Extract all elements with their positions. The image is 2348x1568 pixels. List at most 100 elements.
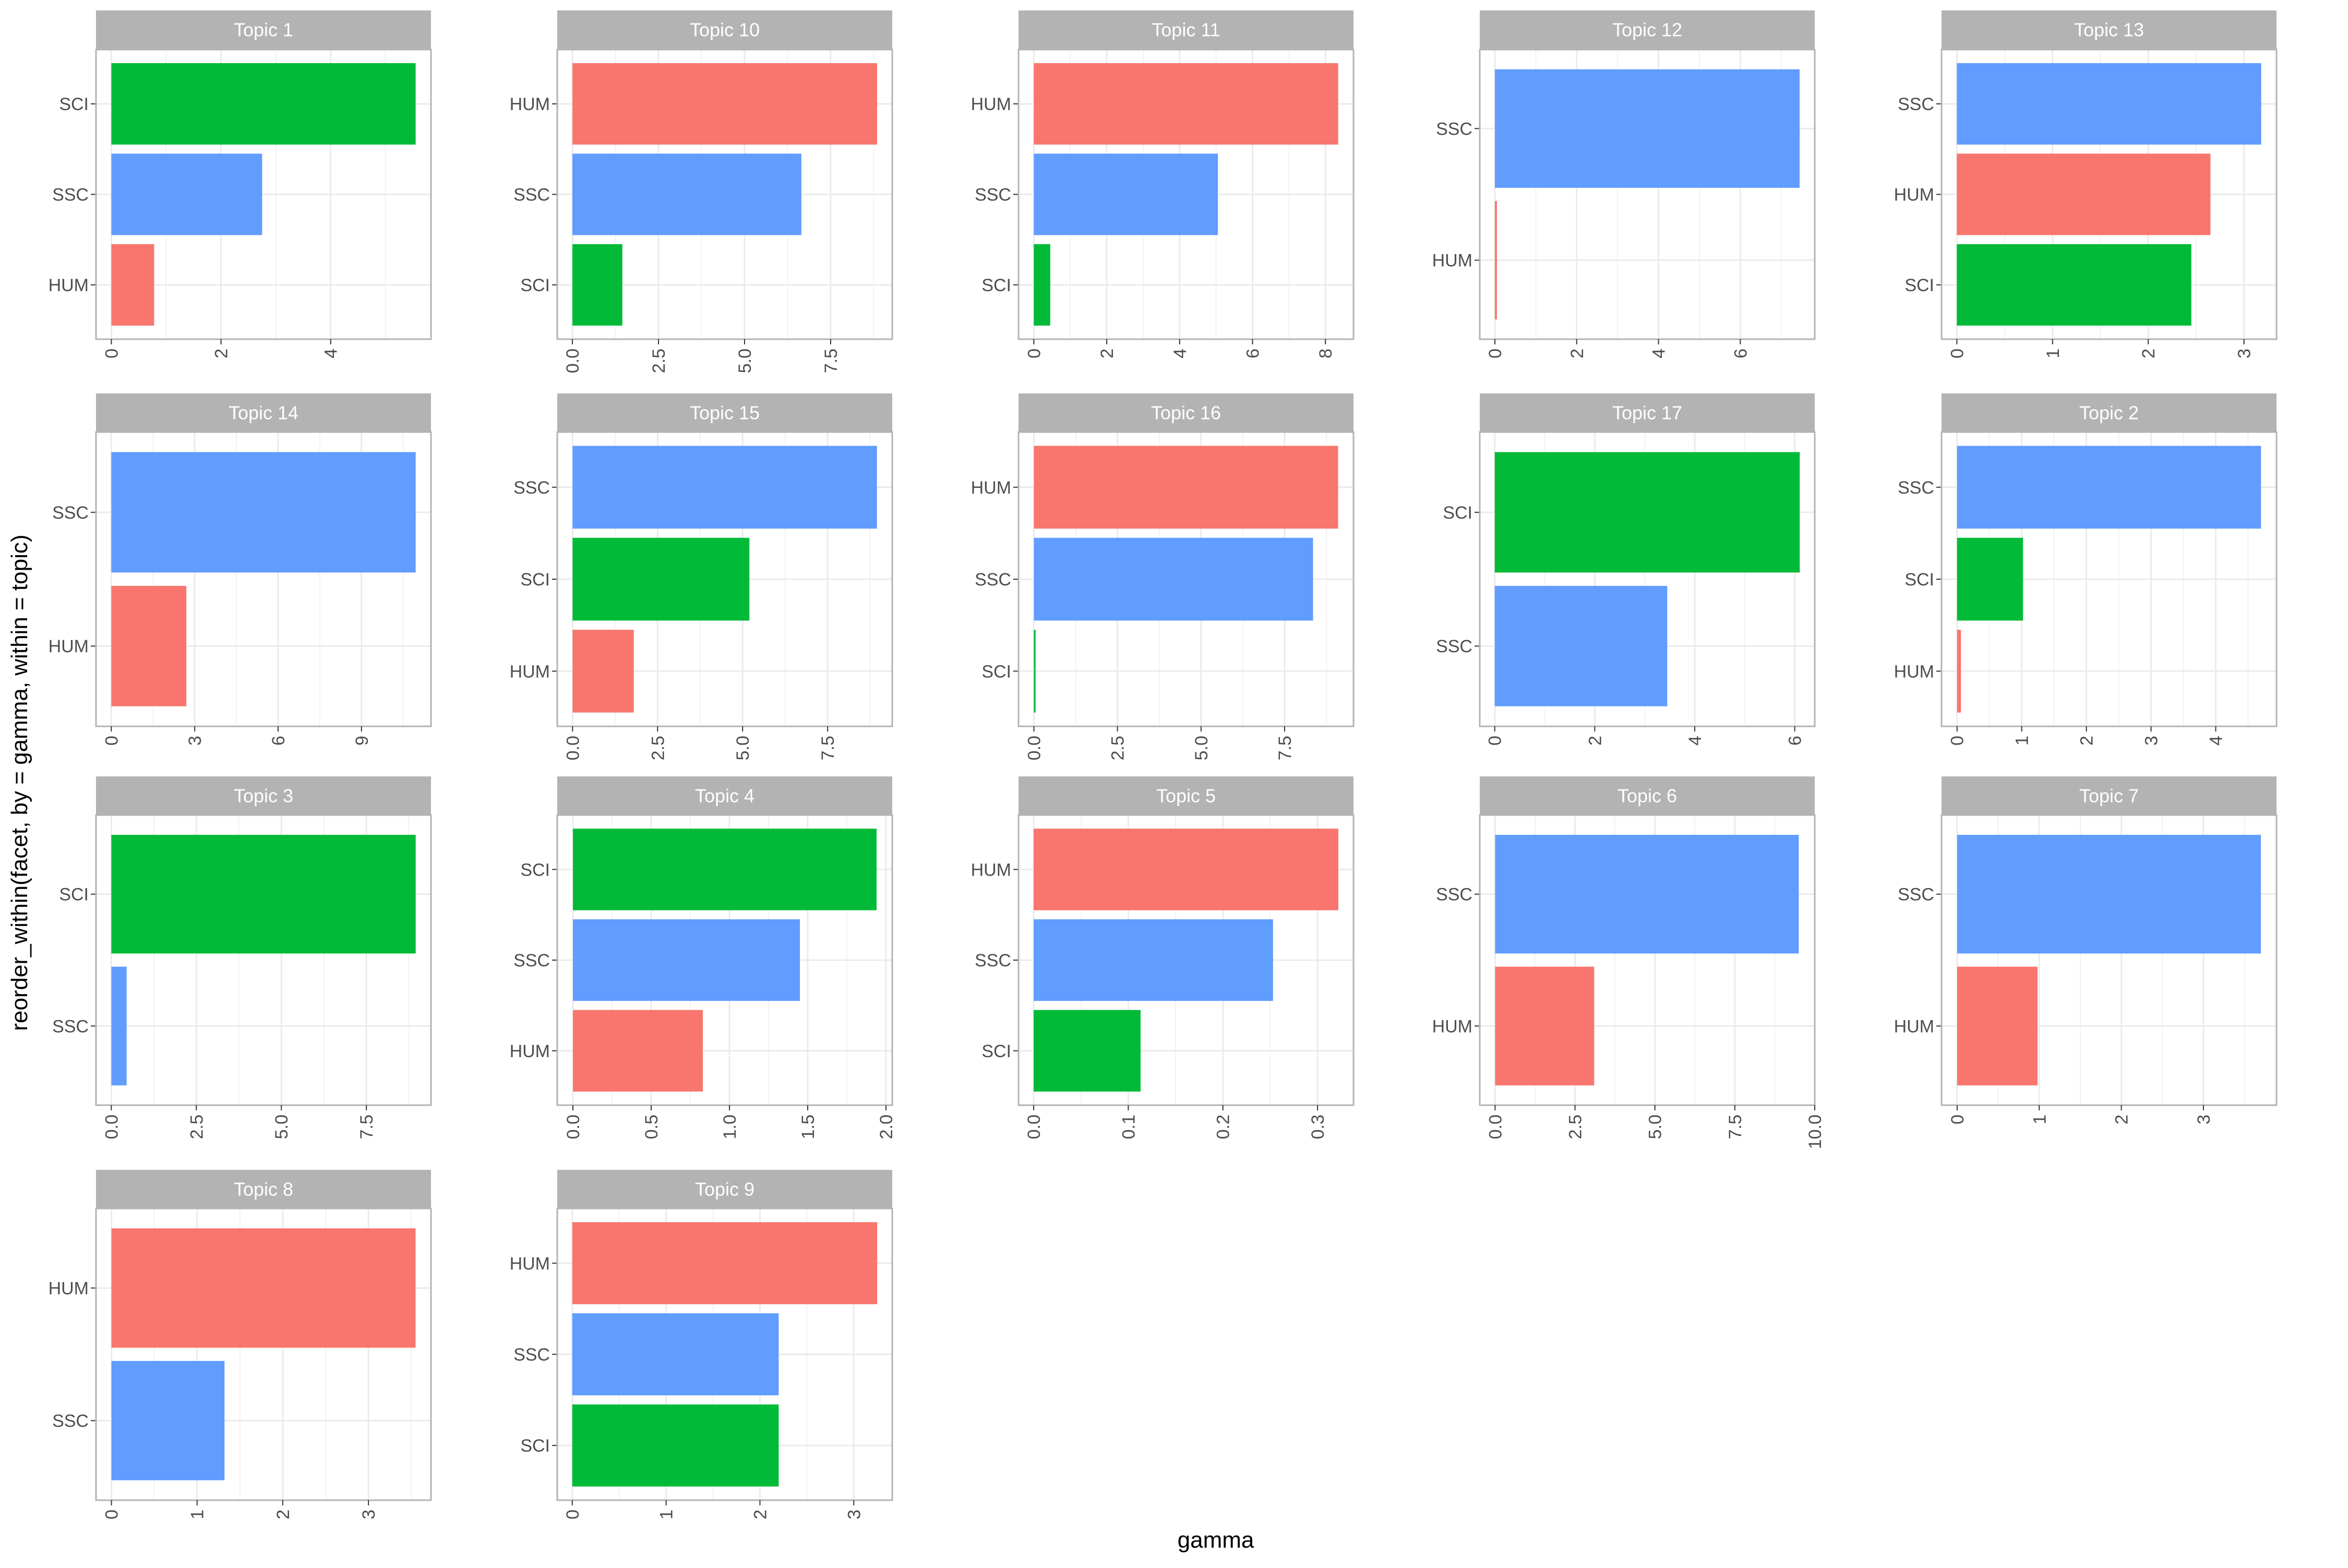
facet-strip (1942, 776, 2277, 816)
facet-strip (1480, 10, 1815, 50)
panel-border (95, 1207, 432, 1501)
y-tick-label: HUM (510, 94, 550, 114)
x-tick-label: 2 (750, 1510, 770, 1519)
panel-border (1940, 814, 2278, 1106)
facet-panel: Topic 16 HUM SSC SCI 0.0 2.5 5.0 7.5 (971, 393, 1355, 760)
panel-border (1940, 431, 2278, 727)
bar-ssc (1957, 834, 2261, 954)
facet-panel: Topic 6 SSC HUM 0.0 2.5 5.0 7.5 10.0 (1432, 776, 1825, 1149)
x-tick-label: 5.0 (1192, 736, 1212, 760)
bar-hum (573, 1010, 703, 1092)
bar-hum (1957, 966, 2038, 1086)
x-tick-label: 7.5 (1275, 736, 1295, 760)
x-tick-label: 0 (1486, 736, 1505, 746)
x-tick-label: 5.0 (735, 349, 755, 373)
bar-hum (1034, 829, 1338, 911)
y-tick-label: SSC (52, 1411, 89, 1431)
y-tick-label: HUM (49, 276, 89, 295)
bar-ssc (111, 153, 262, 235)
bar-ssc (111, 1361, 225, 1480)
x-axis-title: gamma (1178, 1527, 1254, 1553)
y-tick-label: HUM (1894, 185, 1934, 205)
y-tick-label: SSC (975, 951, 1011, 971)
x-tick-label: 5.0 (1646, 1115, 1666, 1139)
x-tick-label: 0.1 (1119, 1115, 1139, 1139)
bar-hum (1034, 63, 1338, 145)
bar-hum (1957, 629, 1961, 713)
facet-strip (1942, 10, 2277, 50)
x-tick-label: 3 (2194, 1115, 2214, 1124)
y-tick-label: SCI (1904, 276, 1934, 295)
bar-hum (572, 1222, 878, 1304)
x-tick-label: 4 (2206, 736, 2226, 746)
panel-border (95, 814, 432, 1106)
facet-strip (96, 393, 431, 433)
bar-hum (572, 629, 634, 713)
x-tick-label: 0 (563, 1510, 583, 1519)
x-tick-label: 5.0 (733, 736, 753, 760)
x-tick-label: 6 (1731, 349, 1751, 358)
bar-ssc (1957, 63, 2261, 145)
y-tick-label: HUM (1432, 1016, 1472, 1036)
panel-border (1017, 814, 1355, 1106)
y-tick-label: SCI (520, 570, 550, 590)
facet-title: Topic 3 (234, 785, 293, 807)
facet-title: Topic 4 (695, 785, 754, 807)
facet-panel: Topic 8 HUM SSC 0 1 2 3 (49, 1170, 432, 1519)
x-tick-label: 1 (188, 1510, 208, 1519)
x-tick-label: 0.0 (563, 349, 583, 373)
x-tick-label: 0.0 (1486, 1115, 1505, 1139)
x-tick-label: 2 (212, 349, 232, 358)
facet-title: Topic 10 (690, 19, 760, 41)
x-tick-label: 2 (273, 1510, 293, 1519)
facet-title: Topic 7 (2079, 785, 2139, 807)
x-tick-label: 1.5 (798, 1115, 818, 1139)
facet-title: Topic 16 (1151, 402, 1221, 424)
x-tick-label: 3 (844, 1510, 864, 1519)
facet-title: Topic 8 (234, 1179, 293, 1200)
y-tick-label: HUM (49, 637, 89, 656)
bar-hum (111, 585, 187, 707)
y-tick-label: SSC (975, 570, 1011, 590)
y-tick-label: HUM (49, 1278, 89, 1298)
y-tick-label: HUM (1894, 1016, 1934, 1036)
x-tick-label: 6 (1786, 736, 1805, 746)
y-tick-label: SCI (981, 1042, 1011, 1061)
bar-ssc (1034, 153, 1218, 235)
x-tick-label: 0 (1024, 349, 1044, 358)
x-tick-label: 2.5 (648, 736, 668, 760)
x-tick-label: 6 (269, 736, 289, 746)
x-tick-label: 2 (2077, 736, 2097, 746)
facet-panel: Topic 9 HUM SSC SCI 0 1 2 3 (510, 1170, 893, 1519)
facet-panel: Topic 17 SCI SSC 0 2 4 6 (1436, 393, 1816, 746)
facet-panel: Topic 11 HUM SSC SCI 0 2 4 6 8 (971, 10, 1355, 358)
y-tick-label: SSC (1898, 885, 1934, 905)
facet-panel: Topic 13 SSC HUM SCI 0 1 2 3 (1894, 10, 2278, 358)
bar-ssc (573, 919, 800, 1001)
x-tick-label: 1.0 (720, 1115, 740, 1139)
facet-strip (1942, 393, 2277, 433)
bar-ssc (1034, 537, 1313, 621)
y-axis-title: reorder_within(facet, by = gamma, within… (7, 534, 32, 1031)
bar-sci (572, 244, 622, 326)
x-tick-label: 1 (2043, 349, 2063, 358)
y-tick-label: HUM (1894, 662, 1934, 681)
bar-hum (111, 244, 154, 326)
x-tick-label: 0 (102, 736, 122, 746)
facet-strip (557, 776, 892, 816)
bar-ssc (1034, 919, 1273, 1001)
y-tick-label: SCI (520, 860, 550, 880)
panel-border (1479, 49, 1816, 340)
x-tick-label: 0.0 (1024, 736, 1044, 760)
facet-strip (96, 776, 431, 816)
y-tick-label: SCI (1443, 503, 1472, 523)
x-tick-label: 8 (1316, 349, 1336, 358)
bar-ssc (1495, 834, 1799, 954)
x-tick-label: 2.5 (1566, 1115, 1586, 1139)
x-tick-label: 3 (2235, 349, 2255, 358)
x-tick-label: 2.5 (1108, 736, 1128, 760)
bar-sci (573, 829, 877, 911)
x-tick-label: 4 (1685, 736, 1705, 746)
panel-border (1940, 49, 2278, 340)
y-tick-label: SCI (59, 885, 89, 905)
